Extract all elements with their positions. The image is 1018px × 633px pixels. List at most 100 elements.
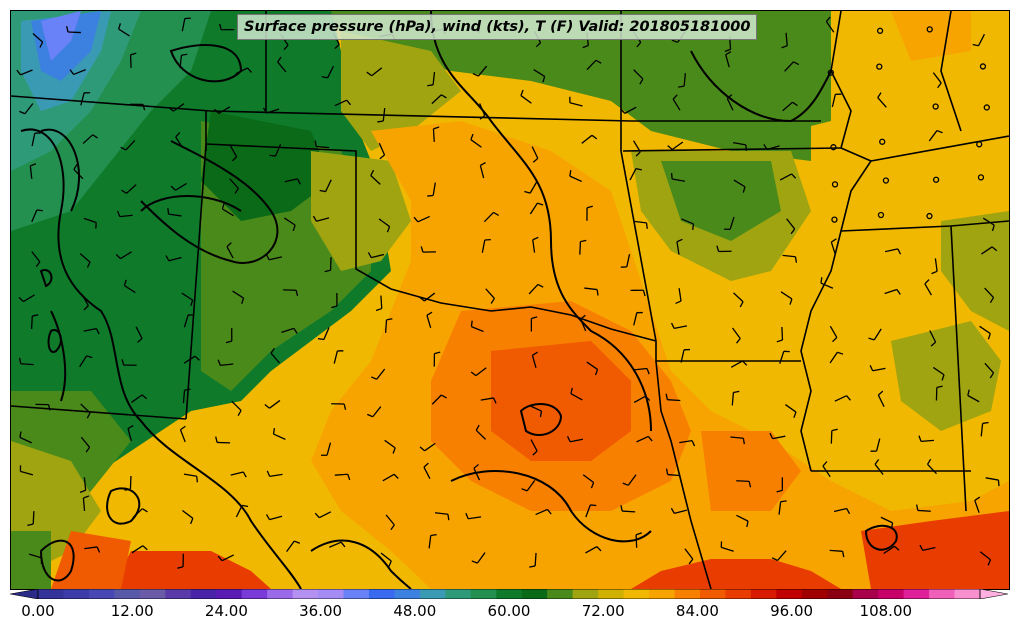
wind-barb bbox=[321, 65, 335, 79]
wind-barb bbox=[79, 477, 87, 494]
colorbar-swatch bbox=[216, 589, 243, 599]
colorbar-swatch bbox=[114, 589, 141, 599]
wind-barb bbox=[533, 68, 546, 83]
wind-barb bbox=[566, 436, 584, 443]
colorbar-swatch bbox=[623, 589, 650, 599]
wind-barb bbox=[419, 292, 436, 302]
wind-barb bbox=[979, 551, 992, 566]
colorbar bbox=[10, 589, 1008, 599]
wind-barb bbox=[120, 139, 136, 151]
wind-barb bbox=[825, 16, 835, 33]
wind-barb bbox=[31, 251, 41, 268]
wind-barb bbox=[18, 294, 35, 303]
wind-barb bbox=[235, 67, 252, 75]
wind-barb bbox=[720, 541, 734, 552]
wind-barb bbox=[385, 514, 395, 531]
wind-barb bbox=[736, 480, 752, 488]
wind-barb bbox=[769, 432, 786, 440]
wind-barb bbox=[168, 103, 185, 112]
wind-barb bbox=[232, 290, 245, 304]
wind-barb bbox=[225, 328, 233, 344]
wind-barb bbox=[129, 52, 137, 68]
wind-barb bbox=[633, 395, 651, 404]
wind-barb bbox=[324, 257, 332, 273]
wind-barb bbox=[312, 215, 330, 222]
wind-barb bbox=[884, 248, 902, 255]
wind-barb bbox=[179, 53, 188, 69]
wind-barb bbox=[479, 103, 486, 120]
wind-barb bbox=[165, 255, 182, 262]
wind-barb bbox=[733, 179, 746, 193]
wind-barb bbox=[820, 277, 834, 289]
wind-barb bbox=[877, 390, 885, 408]
wind-barb bbox=[127, 425, 134, 442]
wind-barb bbox=[932, 103, 939, 110]
wind-barb bbox=[931, 258, 938, 275]
wind-barb bbox=[779, 350, 790, 364]
wind-barb bbox=[32, 33, 44, 48]
wind-barb bbox=[132, 508, 148, 519]
wind-barb bbox=[935, 385, 943, 401]
wind-barb bbox=[375, 295, 383, 312]
colorbar-swatch bbox=[547, 589, 574, 599]
map-title: Surface pressure (hPa), wind (kts), T (F… bbox=[237, 14, 758, 40]
weather-map bbox=[10, 10, 1010, 590]
wind-barb bbox=[123, 279, 136, 294]
wind-barb bbox=[470, 367, 487, 377]
wind-barb bbox=[582, 474, 595, 489]
wind-barb bbox=[117, 210, 133, 218]
wind-barb bbox=[83, 217, 97, 229]
colorbar-swatch bbox=[318, 589, 345, 599]
wind-barb bbox=[470, 133, 482, 148]
colorbar-swatch bbox=[190, 589, 217, 599]
wind-barb bbox=[170, 182, 187, 191]
wind-barb bbox=[35, 403, 51, 411]
wind-barb bbox=[883, 545, 900, 555]
wind-barb bbox=[66, 26, 81, 34]
wind-barb bbox=[976, 141, 983, 148]
wind-barb bbox=[620, 106, 637, 114]
wind-barb bbox=[266, 470, 283, 478]
wind-barb bbox=[366, 406, 382, 418]
wind-barb bbox=[834, 395, 851, 402]
wind-barb bbox=[80, 403, 91, 419]
colorbar-swatch bbox=[827, 589, 854, 599]
wind-barb bbox=[877, 92, 887, 108]
wind-barb bbox=[622, 474, 637, 486]
wind-barb bbox=[121, 184, 137, 194]
wind-barb bbox=[918, 435, 935, 442]
colorbar-swatch bbox=[725, 589, 752, 599]
wind-barb bbox=[984, 287, 995, 304]
wind-barb bbox=[428, 534, 437, 549]
wind-barb bbox=[286, 540, 301, 553]
wind-barb bbox=[981, 246, 998, 255]
wind-barb bbox=[676, 238, 683, 255]
colorbar-tick-label: 96.00 bbox=[770, 602, 814, 620]
wind-barb bbox=[684, 548, 694, 565]
wind-barb bbox=[317, 327, 330, 341]
colorbar-labels: 0.00 12.00 24.00 36.00 48.00 60.00 72.00 84.00 9… bbox=[0, 602, 1018, 626]
colorbar-swatch bbox=[292, 589, 319, 599]
colorbar-swatch bbox=[496, 589, 523, 599]
wind-barb bbox=[378, 218, 391, 233]
wind-barb bbox=[82, 495, 90, 511]
wind-barb bbox=[80, 92, 91, 106]
wind-barb bbox=[475, 424, 487, 440]
wind-barb bbox=[830, 238, 837, 255]
wind-barb bbox=[181, 17, 191, 32]
wind-barb bbox=[678, 73, 686, 88]
wind-barb bbox=[528, 283, 544, 295]
wind-barb bbox=[620, 254, 631, 268]
wind-barb bbox=[269, 143, 282, 157]
wind-barb bbox=[782, 254, 798, 263]
wind-barb bbox=[831, 216, 838, 223]
wind-barb bbox=[520, 89, 532, 104]
wind-barb bbox=[529, 405, 543, 418]
colorbar-swatch bbox=[470, 589, 497, 599]
wind-barb bbox=[830, 428, 838, 444]
wind-barb bbox=[672, 94, 681, 111]
wind-barb bbox=[229, 178, 239, 194]
wind-barb bbox=[781, 32, 788, 49]
wind-barb bbox=[670, 172, 686, 182]
wind-barb bbox=[427, 71, 436, 87]
